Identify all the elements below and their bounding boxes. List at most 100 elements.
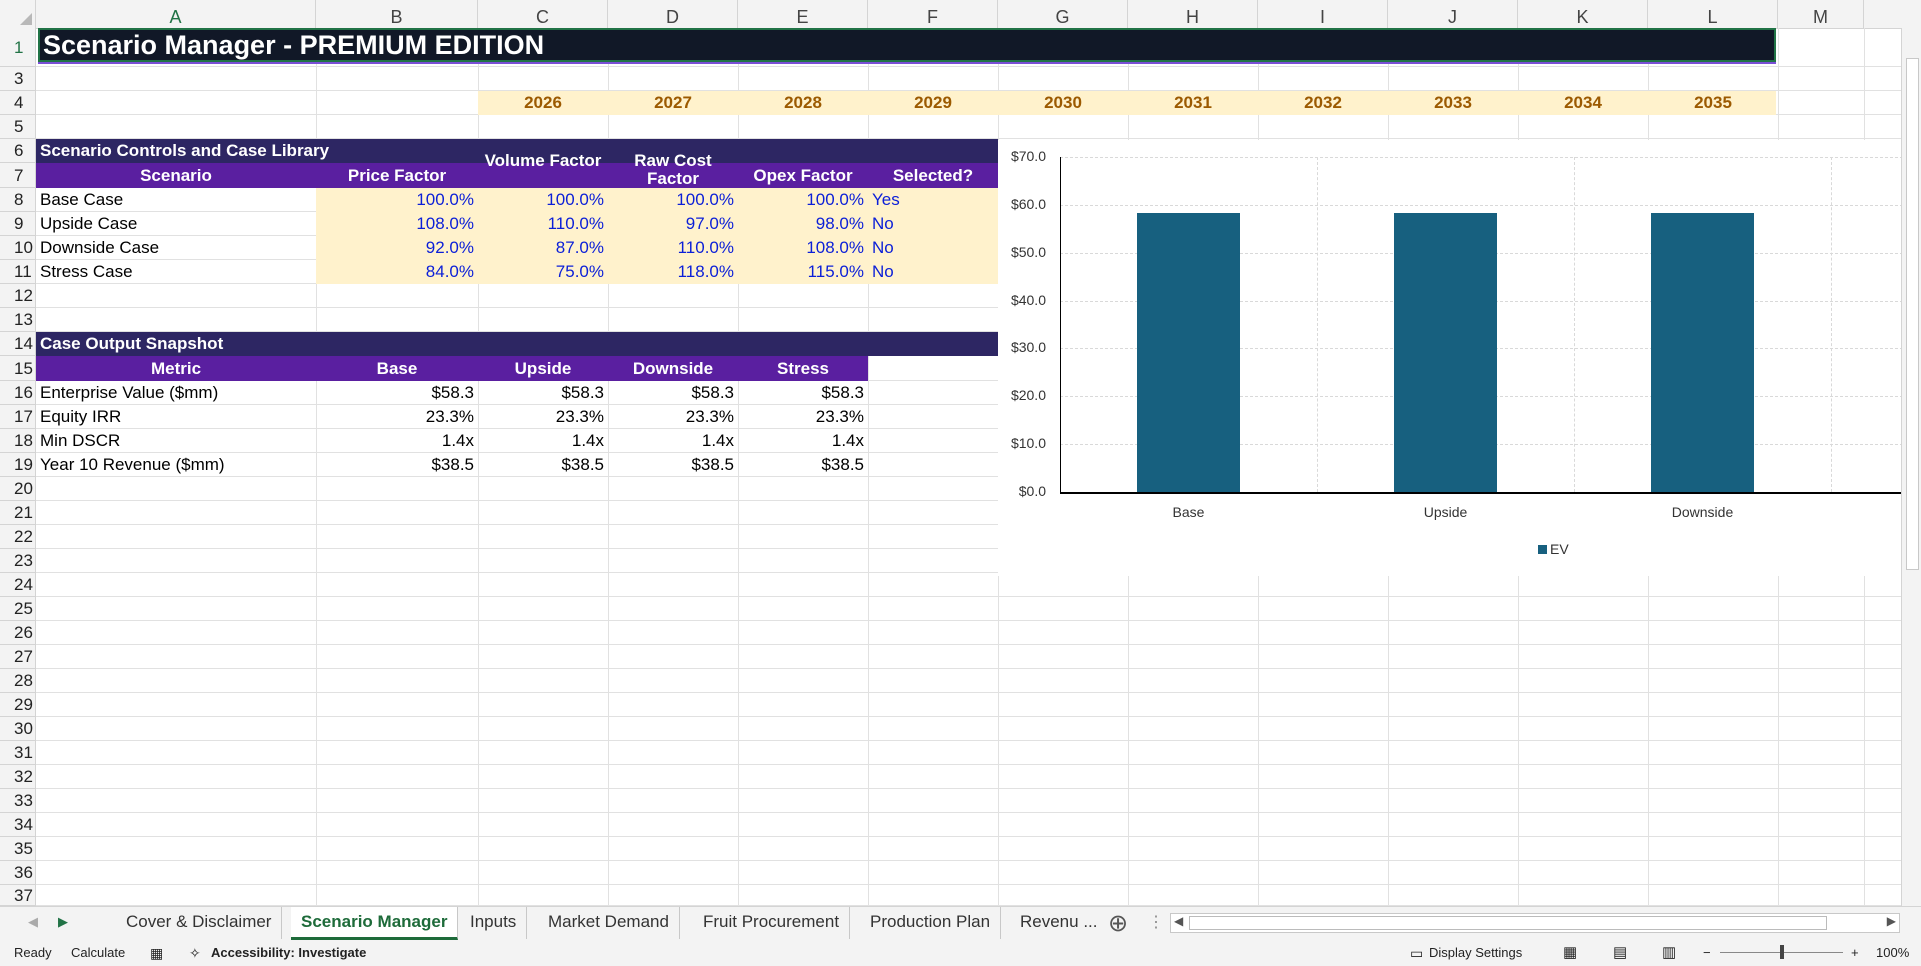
row-header[interactable]: 4 — [0, 91, 36, 115]
snapshot-metric-cell[interactable]: Year 10 Revenue ($mm) — [40, 455, 225, 474]
section-title-snapshot[interactable]: Case Output Snapshot — [36, 332, 998, 356]
controls-scenario-name-cell[interactable]: Base Case — [40, 190, 124, 209]
macro-record-icon[interactable]: ▦ — [150, 945, 164, 961]
snapshot-metric-cell[interactable]: Equity IRR — [40, 407, 122, 426]
tab-revenue[interactable]: Revenu ... — [1020, 912, 1098, 931]
controls-volume-factor-cell[interactable]: 100.0% — [546, 190, 604, 209]
row-header[interactable]: 31 — [0, 741, 36, 765]
row-header[interactable]: 34 — [0, 813, 36, 837]
controls-scenario-name-cell[interactable]: Downside Case — [40, 238, 160, 257]
row-header[interactable]: 11 — [0, 260, 36, 284]
controls-volume-factor-cell[interactable]: 75.0% — [555, 262, 604, 281]
row-header[interactable]: 28 — [0, 669, 36, 693]
zoom-slider-thumb[interactable] — [1780, 945, 1784, 959]
row-header[interactable]: 27 — [0, 645, 36, 669]
snapshot-header-stress[interactable]: Stress — [777, 359, 829, 378]
row-header[interactable]: 23 — [0, 549, 36, 573]
column-header-e[interactable]: E — [738, 0, 868, 28]
year-cell[interactable]: 2031 — [1174, 93, 1212, 112]
column-header-m[interactable]: M — [1778, 0, 1864, 28]
controls-selected-flag-cell[interactable]: Yes — [872, 190, 900, 209]
row-header[interactable]: 25 — [0, 597, 36, 621]
snapshot-stress-cell[interactable]: $58.3 — [821, 383, 864, 402]
tab-fruit-procurement[interactable]: Fruit Procurement — [693, 907, 851, 939]
column-header-i[interactable]: I — [1258, 0, 1388, 28]
controls-header-price[interactable]: Price Factor — [347, 166, 447, 185]
column-header-b[interactable]: B — [316, 0, 478, 28]
column-header-d[interactable]: D — [608, 0, 738, 28]
vertical-scroll-thumb[interactable] — [1906, 58, 1919, 570]
accessibility-icon[interactable]: ✧ — [189, 945, 201, 961]
snapshot-stress-cell[interactable]: $38.5 — [821, 455, 864, 474]
column-header-h[interactable]: H — [1128, 0, 1258, 28]
chart-bar-upside[interactable] — [1394, 212, 1497, 492]
status-accessibility[interactable]: Accessibility: Investigate — [211, 945, 367, 960]
controls-raw-cost-factor-cell[interactable]: 118.0% — [677, 262, 734, 281]
year-cell[interactable]: 2026 — [524, 93, 562, 112]
status-display-settings[interactable]: Display Settings — [1429, 945, 1523, 960]
row-header[interactable]: 3 — [0, 67, 36, 91]
zoom-out-icon[interactable]: − — [1703, 945, 1711, 960]
snapshot-downside-cell[interactable]: 23.3% — [685, 407, 734, 426]
controls-scenario-name-cell[interactable]: Upside Case — [40, 214, 138, 233]
tab-cover-disclaimer[interactable]: Cover & Disclaimer — [116, 907, 283, 939]
row-header[interactable]: 16 — [0, 381, 36, 405]
controls-opex-factor-cell[interactable]: 98.0% — [815, 214, 864, 233]
tab-scenario-manager[interactable]: Scenario Manager — [291, 907, 459, 940]
horizontal-scrollbar[interactable]: ◀ ▶ — [1170, 913, 1900, 933]
section-title-controls[interactable]: Scenario Controls and Case Library — [36, 139, 998, 163]
year-cell[interactable]: 2034 — [1564, 93, 1602, 112]
row-header[interactable]: 7 — [0, 163, 36, 188]
controls-price-factor-cell[interactable]: 100.0% — [416, 190, 474, 209]
tab-scroll-right-icon[interactable]: ▶ — [58, 914, 68, 929]
controls-price-factor-cell[interactable]: 108.0% — [416, 214, 474, 233]
display-settings-icon[interactable]: ▭ — [1410, 945, 1424, 961]
snapshot-downside-cell[interactable]: $38.5 — [691, 455, 734, 474]
tab-inputs[interactable]: Inputs — [460, 907, 528, 939]
column-header-f[interactable]: F — [868, 0, 998, 28]
snapshot-header-metric[interactable]: Metric — [150, 359, 202, 378]
controls-opex-factor-cell[interactable]: 115.0% — [807, 262, 864, 281]
snapshot-base-cell[interactable]: $38.5 — [431, 455, 474, 474]
controls-opex-factor-cell[interactable]: 108.0% — [806, 238, 864, 257]
year-cell[interactable]: 2027 — [654, 93, 692, 112]
row-header[interactable]: 32 — [0, 765, 36, 789]
row-header[interactable]: 8 — [0, 188, 36, 212]
row-header[interactable]: 29 — [0, 693, 36, 717]
controls-raw-cost-factor-cell[interactable]: 110.0% — [677, 238, 734, 257]
snapshot-upside-cell[interactable]: $38.5 — [561, 455, 604, 474]
row-header[interactable]: 20 — [0, 477, 36, 501]
page-title[interactable]: Scenario Manager - PREMIUM EDITION — [38, 28, 1776, 62]
row-header[interactable]: 12 — [0, 284, 36, 308]
snapshot-header-downside[interactable]: Downside — [632, 359, 714, 378]
column-header-a[interactable]: A — [36, 0, 316, 28]
snapshot-header-base[interactable]: Base — [376, 359, 418, 378]
column-header-g[interactable]: G — [998, 0, 1128, 28]
snapshot-base-cell[interactable]: 23.3% — [425, 407, 474, 426]
row-header[interactable]: 6 — [0, 139, 36, 163]
row-header[interactable]: 36 — [0, 861, 36, 885]
status-calculate[interactable]: Calculate — [71, 945, 126, 960]
scroll-right-icon[interactable]: ▶ — [1886, 914, 1896, 928]
row-header[interactable]: 35 — [0, 837, 36, 861]
tab-production-plan[interactable]: Production Plan — [860, 907, 1002, 939]
scroll-left-icon[interactable]: ◀ — [1174, 914, 1184, 928]
controls-price-factor-cell[interactable]: 84.0% — [425, 262, 474, 281]
snapshot-metric-cell[interactable]: Min DSCR — [40, 431, 121, 450]
year-cell[interactable]: 2028 — [784, 93, 822, 112]
snapshot-metric-cell[interactable]: Enterprise Value ($mm) — [40, 383, 219, 402]
select-all-corner[interactable] — [0, 0, 36, 28]
row-header[interactable]: 22 — [0, 525, 36, 549]
zoom-level[interactable]: 100% — [1876, 945, 1910, 960]
chart-bar-downside[interactable] — [1651, 212, 1754, 492]
controls-raw-cost-factor-cell[interactable]: 100.0% — [676, 190, 734, 209]
snapshot-header-upside[interactable]: Upside — [514, 359, 572, 378]
year-cell[interactable]: 2030 — [1044, 93, 1082, 112]
row-header[interactable]: 13 — [0, 308, 36, 332]
vertical-scrollbar[interactable] — [1901, 28, 1921, 906]
controls-selected-flag-cell[interactable]: No — [872, 262, 894, 281]
snapshot-upside-cell[interactable]: 1.4x — [571, 431, 604, 450]
row-header[interactable]: 9 — [0, 212, 36, 236]
controls-raw-cost-factor-cell[interactable]: 97.0% — [685, 214, 734, 233]
snapshot-upside-cell[interactable]: $58.3 — [561, 383, 604, 402]
